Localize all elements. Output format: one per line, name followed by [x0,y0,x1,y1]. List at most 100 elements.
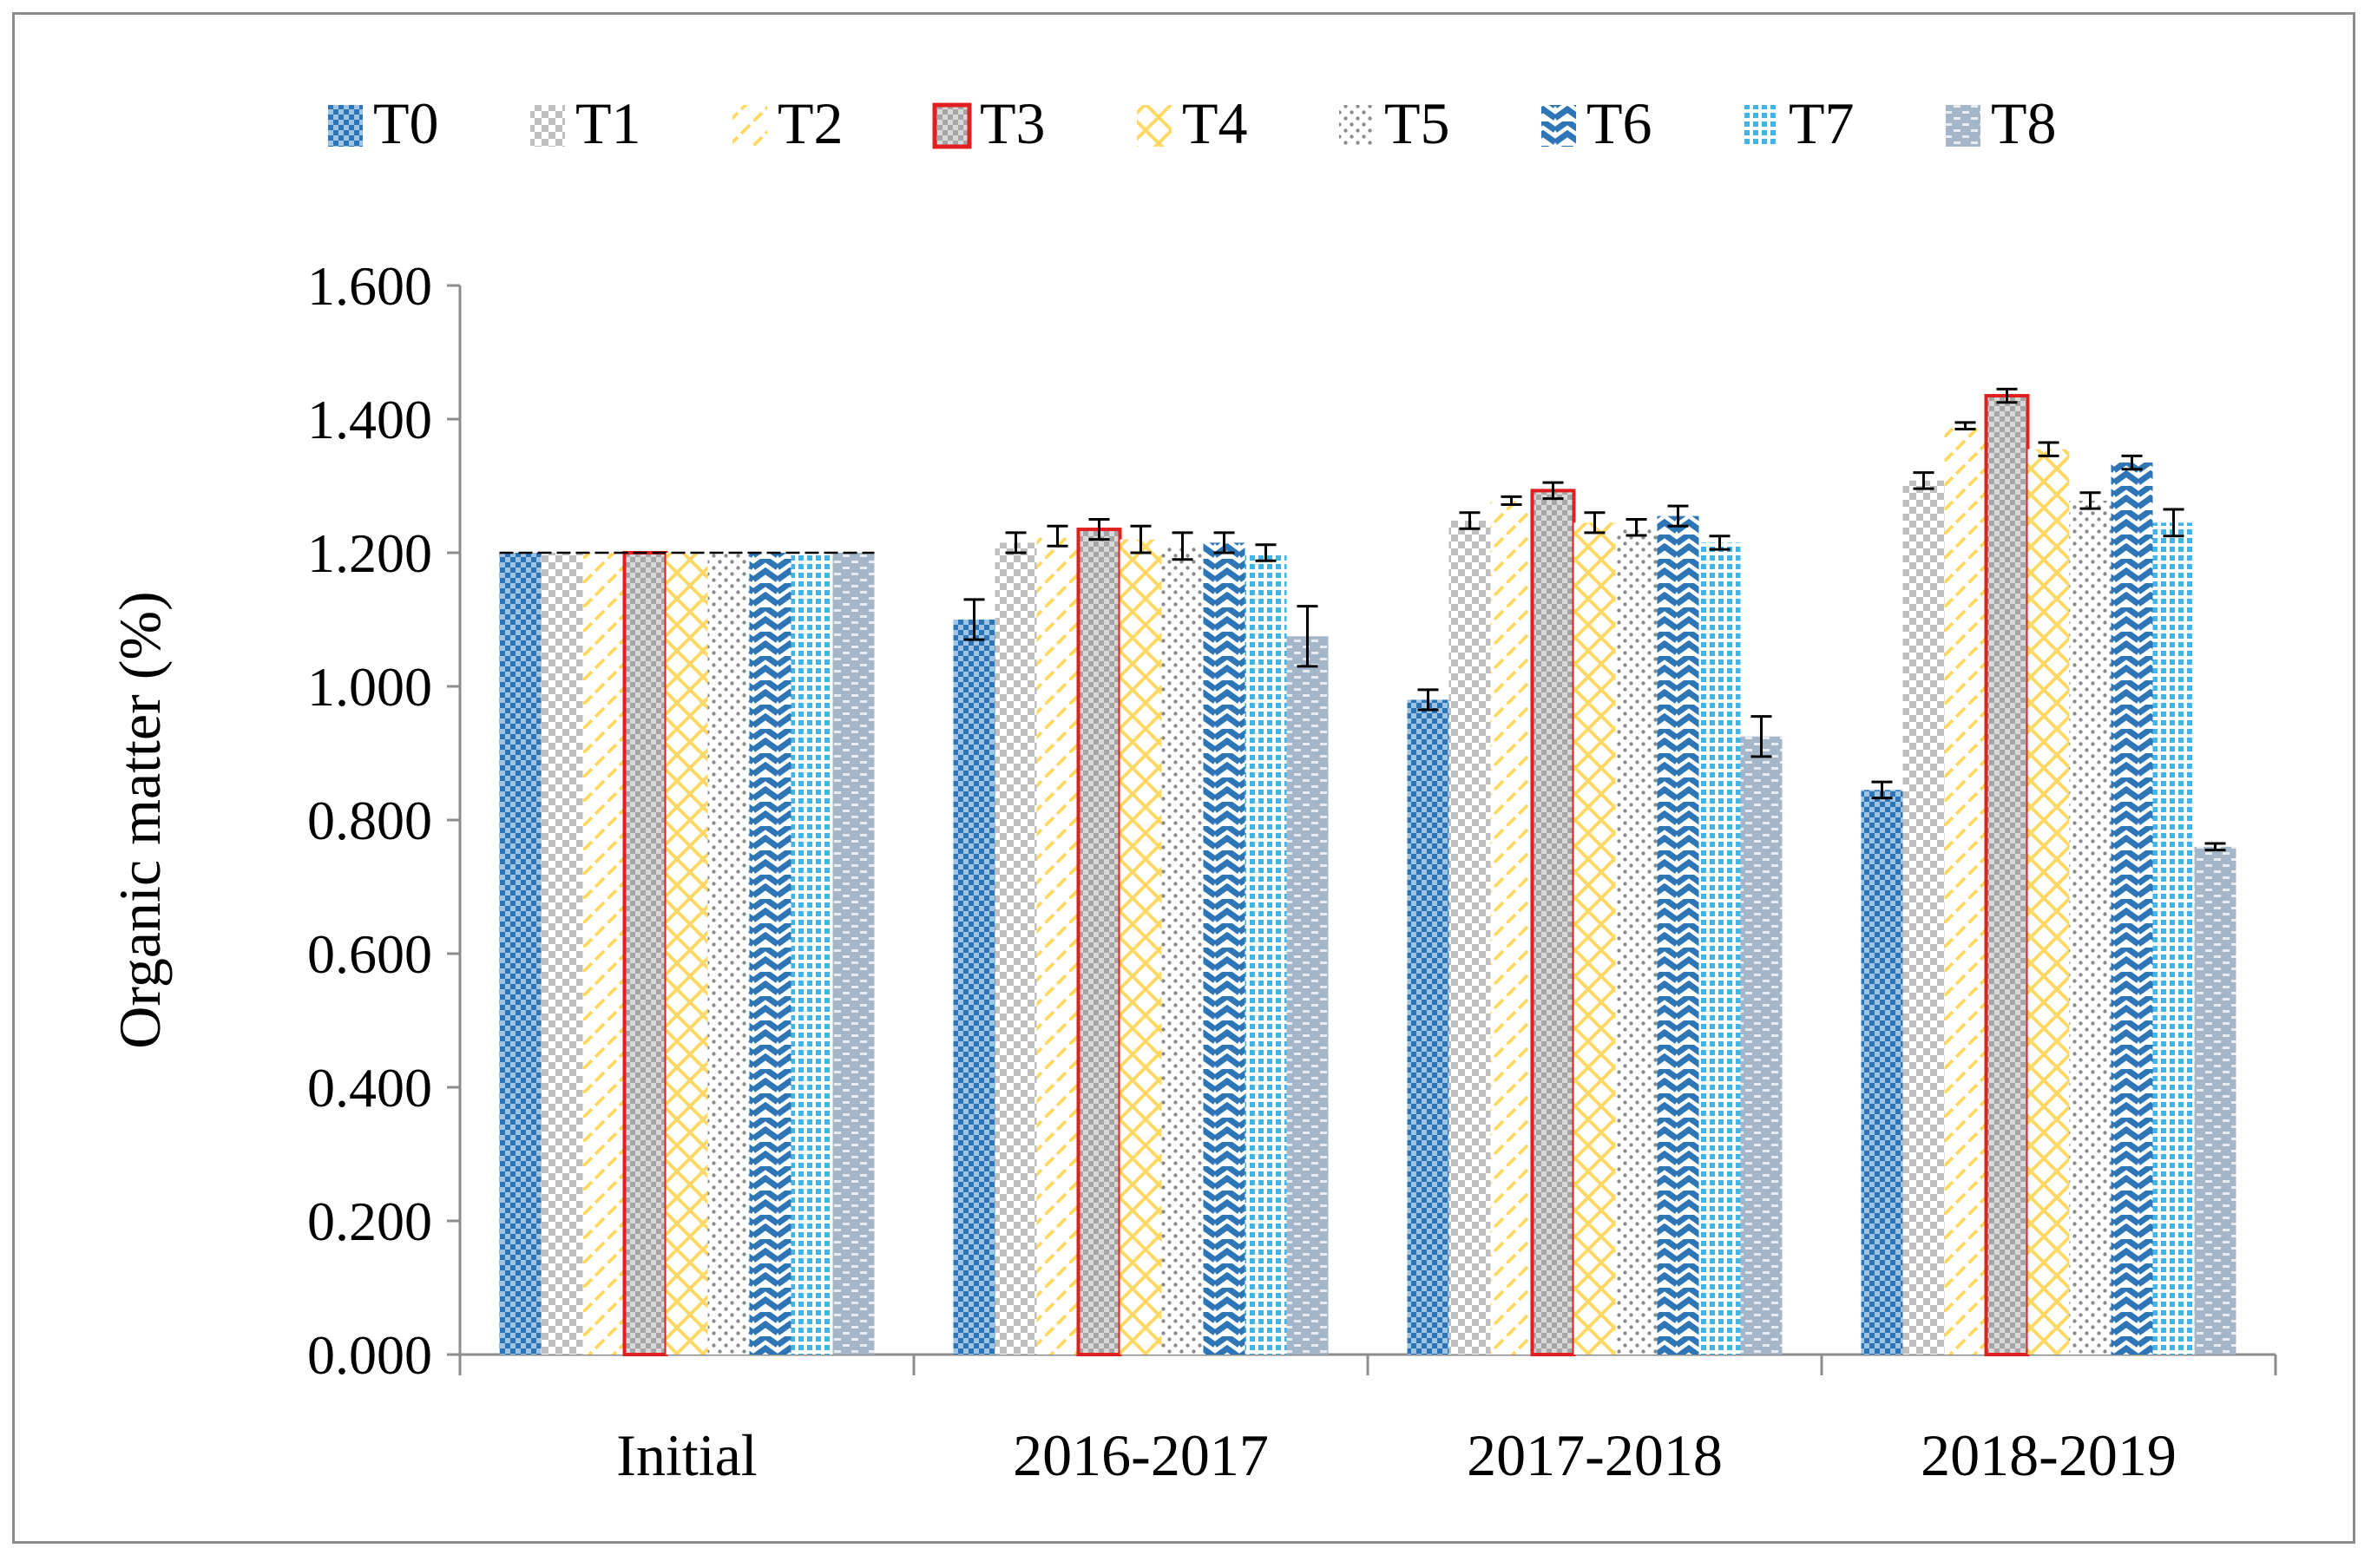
error-bar [1417,688,1439,712]
legend-swatch [1137,105,1172,147]
bar-t8 [1286,636,1329,1355]
error-bar [1297,605,1318,668]
bar-t4 [1120,539,1162,1355]
legend-swatch [530,105,565,147]
legend-label: T8 [1991,90,2057,156]
error-bar [1459,511,1481,530]
y-tick-label: 1.400 [307,389,432,450]
bar-t2 [582,553,625,1355]
bar-t2 [1490,500,1533,1355]
error-bar [1088,518,1110,541]
bar-t0 [1407,699,1449,1355]
bar-t2 [1036,535,1079,1355]
legend-swatch [732,105,767,147]
bar-t3 [1076,528,1122,1356]
bar-t6 [1203,542,1245,1355]
bar-t6 [749,553,791,1355]
error-bar [2204,842,2226,852]
bar-t0 [499,553,542,1355]
error-bar [1130,524,1152,554]
bar-t8 [1740,736,1783,1355]
error-bar [1047,524,1068,548]
bar-t4 [2027,449,2070,1355]
bar-t6 [2111,463,2153,1355]
legend-item-t0: T0 [328,90,439,156]
legend-swatch [1339,105,1374,147]
error-bar [1172,531,1193,561]
bar-t0 [1861,790,1903,1355]
legend-item-t5: T5 [1339,90,1450,156]
error-bar [1213,531,1235,554]
legend-item-t8: T8 [1946,90,2057,156]
legend-label: T0 [373,90,439,156]
legend-label: T3 [980,90,1046,156]
y-tick-label: 1.000 [307,656,432,718]
error-bar [2038,441,2059,457]
y-tick-label: 0.000 [307,1324,432,1386]
bar-t0 [953,620,995,1355]
legend-label: T2 [778,90,844,156]
bar-t5 [1161,546,1204,1355]
legend-label: T7 [1789,90,1855,156]
bar-t5 [2069,500,2112,1355]
error-bar [1667,504,1689,528]
error-bar [1913,471,1934,490]
error-bar [1255,543,1277,562]
legend-item-t2: T2 [732,90,844,156]
error-bar [1005,531,1027,554]
x-tick-label: 2016-2017 [1013,1422,1269,1488]
bar-t1 [1448,521,1491,1355]
error-bar [1542,481,1564,501]
y-tick-label: 1.200 [307,522,432,584]
y-ticks: 0.000 0.200 0.400 0.600 0.800 1.000 1.200 1.400… [307,255,460,1386]
error-bar [2121,454,2143,471]
bar-t5 [707,553,750,1355]
legend-item-t7: T7 [1744,90,1855,156]
bar-t4 [666,553,708,1355]
bar-t8 [832,553,875,1355]
error-bar [1996,387,2018,404]
x-tick-label: Initial [616,1422,757,1488]
bar-t6 [1657,515,1699,1355]
y-tick-label: 0.800 [307,790,432,851]
legend-swatch [932,102,972,149]
bar-t4 [1573,522,1616,1355]
error-bar [1954,421,1976,431]
legend-swatch [1946,105,1980,147]
bar-t7 [1245,553,1287,1355]
error-bar [1584,511,1606,535]
error-bar [963,598,985,641]
bar-t1 [1902,480,1945,1355]
error-bar [2163,508,2184,538]
error-bar [1501,495,1522,507]
legend-swatch [1744,105,1778,147]
bars [499,387,2236,1356]
error-bar [1709,535,1731,551]
y-axis-title: Organic matter (%) [107,591,173,1048]
error-bar [1626,518,1647,537]
error-bar [2079,491,2101,510]
y-tick-label: 0.600 [307,923,432,985]
bar-t7 [1698,542,1741,1355]
legend-label: T5 [1384,90,1450,156]
legend-label: T1 [575,90,641,156]
bar-t3 [622,551,668,1356]
bar-t1 [995,542,1037,1355]
y-tick-label: 0.200 [307,1191,432,1252]
x-ticks: Initial 2016-2017 2017-2018 2018-2019 [458,1355,2277,1488]
y-tick-label: 1.600 [307,255,432,317]
bar-t8 [2194,846,2236,1355]
bar-t7 [2152,522,2195,1355]
legend-swatch [1541,105,1576,147]
bar-t3 [1984,394,2030,1356]
legend-item-t6: T6 [1541,90,1652,156]
legend-label: T6 [1586,90,1652,156]
bar-t5 [1615,527,1658,1355]
x-tick-label: 2017-2018 [1467,1422,1723,1488]
bar-t1 [541,553,583,1355]
legend-item-t3: T3 [932,90,1046,156]
legend-swatch [328,105,363,147]
x-tick-label: 2018-2019 [1921,1422,2177,1488]
bar-t7 [791,553,833,1355]
